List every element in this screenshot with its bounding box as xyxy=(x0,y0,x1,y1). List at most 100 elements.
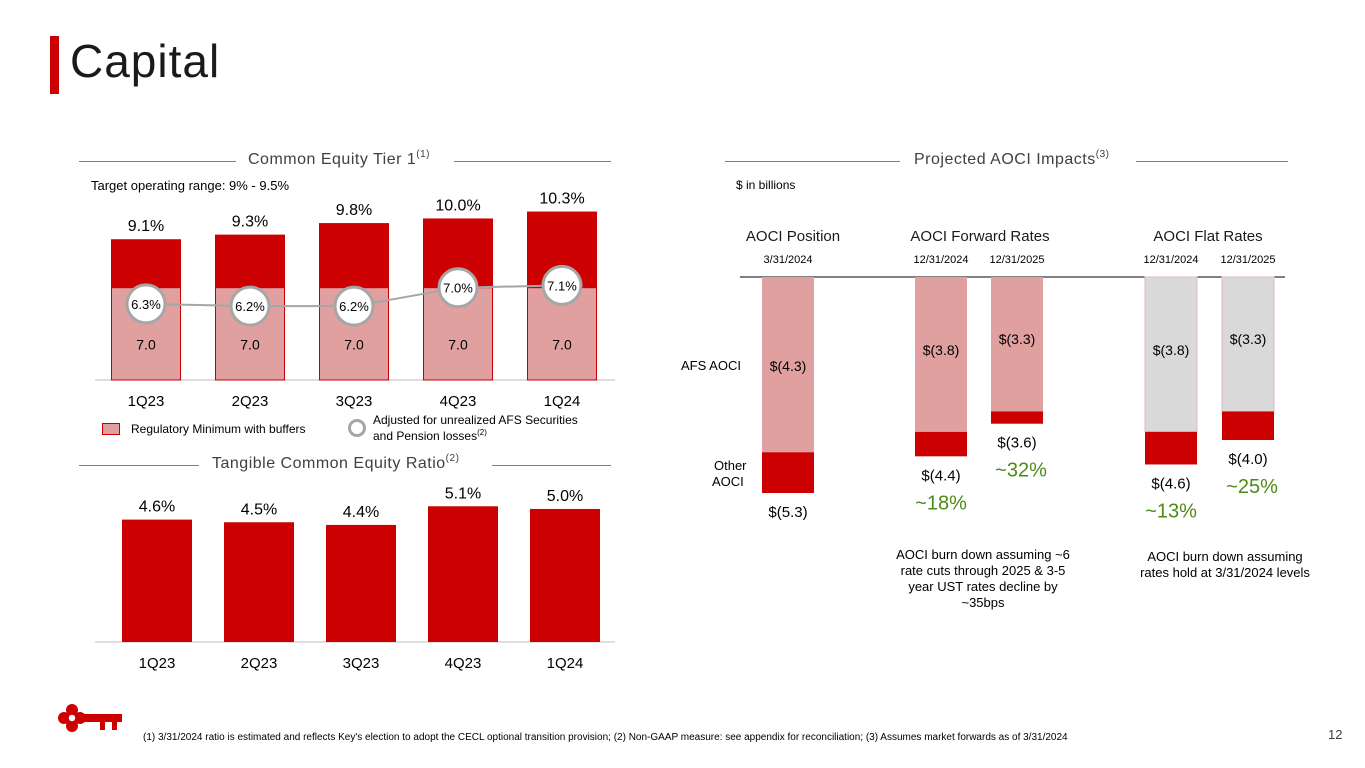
cet1-min-label: 7.0 xyxy=(240,337,260,353)
cet1-value-label: 10.0% xyxy=(435,197,480,214)
cet1-category-label: 1Q23 xyxy=(128,393,165,410)
aoci-heading-text: Projected AOCI Impacts xyxy=(914,151,1096,168)
cet1-chart: 7.0 9.1% 1Q23 7.0 9.3% 2Q23 7.0 9.8% 3Q23 7.0 10.0… xyxy=(95,191,615,410)
aoci-afs-bar xyxy=(762,277,814,453)
aoci-group-flat: AOCI Flat Rates xyxy=(1153,228,1262,245)
tce-category-label: 1Q23 xyxy=(139,655,176,672)
tce-category-label: 4Q23 xyxy=(445,655,482,672)
legend-adjusted-line1: Adjusted for unrealized AFS Securities xyxy=(373,413,578,427)
aoci-note-flat: AOCI burn down assuming rates hold at 3/… xyxy=(1120,549,1330,581)
tce-bar xyxy=(122,519,192,642)
aoci-label-other-1: Other xyxy=(714,458,747,473)
tce-value-label: 5.1% xyxy=(445,485,481,502)
aoci-afs-label: $(3.8) xyxy=(1153,342,1190,358)
aoci-afs-label: $(4.3) xyxy=(770,358,807,374)
aoci-chart: AOCI Position AOCI Forward Rates AOCI Flat… xyxy=(740,228,1285,520)
legend-adjusted-line2: and Pension losses(2) xyxy=(373,428,487,443)
cet1-adjusted-label: 7.0% xyxy=(443,281,473,296)
aoci-afs-label: $(3.3) xyxy=(1230,331,1267,347)
aoci-date-label: 12/31/2024 xyxy=(913,254,968,266)
aoci-burn-down-label: ~18% xyxy=(915,492,967,514)
aoci-group-position: AOCI Position xyxy=(746,228,840,245)
cet1-category-label: 4Q23 xyxy=(440,393,477,410)
title-accent-bar xyxy=(50,36,59,94)
cet1-heading-sup: (1) xyxy=(416,149,431,160)
cet1-heading: Common Equity Tier 1(1) xyxy=(79,149,611,171)
aoci-afs-bar xyxy=(1221,276,1275,412)
aoci-note-forward: AOCI burn down assuming ~6 rate cuts thr… xyxy=(878,547,1088,611)
legend-adjusted-sup: (2) xyxy=(477,428,487,437)
cet1-value-label: 9.1% xyxy=(128,218,164,235)
tce-bar xyxy=(428,506,498,642)
cet1-value-label: 9.3% xyxy=(232,214,268,231)
tce-category-label: 2Q23 xyxy=(241,655,278,672)
cet1-target-range: Target operating range: 9% - 9.5% xyxy=(91,178,290,193)
aoci-note-forward-line: ~35bps xyxy=(961,595,1005,610)
tce-value-label: 4.4% xyxy=(343,504,379,521)
cet1-adjusted-label: 7.1% xyxy=(547,278,577,293)
cet1-adjusted-label: 6.3% xyxy=(131,297,161,312)
aoci-total-label: $(4.0) xyxy=(1228,451,1267,468)
aoci-note-flat-line: rates hold at 3/31/2024 levels xyxy=(1140,565,1310,580)
tce-value-label: 4.6% xyxy=(139,499,175,516)
cet1-value-label: 10.3% xyxy=(539,191,584,208)
aoci-other-bar xyxy=(991,411,1043,424)
aoci-burn-down-label: ~13% xyxy=(1145,500,1197,520)
cet1-bar xyxy=(215,234,285,288)
aoci-group-forward: AOCI Forward Rates xyxy=(910,228,1049,245)
aoci-date-label: 3/31/2024 xyxy=(764,254,813,266)
aoci-note-flat-line: AOCI burn down assuming xyxy=(1147,549,1303,564)
cet1-min-label: 7.0 xyxy=(448,337,468,353)
cet1-min-bar xyxy=(423,287,493,381)
tce-category-label: 3Q23 xyxy=(343,655,380,672)
aoci-afs-label: $(3.3) xyxy=(999,331,1036,347)
cet1-category-label: 2Q23 xyxy=(232,393,269,410)
aoci-burn-down-label: ~32% xyxy=(995,460,1047,482)
tce-bar xyxy=(326,524,396,642)
cet1-adjusted-marker xyxy=(229,285,271,327)
cet1-min-label: 7.0 xyxy=(136,337,156,353)
aoci-note-forward-line: rate cuts through 2025 & 3-5 xyxy=(900,563,1066,578)
tce-category-label: 1Q24 xyxy=(547,655,584,672)
aoci-afs-bar xyxy=(915,277,967,432)
legend-adjusted-marker-icon xyxy=(348,419,366,437)
page-number: 12 xyxy=(1328,727,1343,742)
cet1-category-label: 1Q24 xyxy=(544,393,581,410)
cet1-adjusted-label: 6.2% xyxy=(235,299,265,314)
aoci-label-other-2: AOCI xyxy=(712,474,744,489)
aoci-note-forward-line: AOCI burn down assuming ~6 xyxy=(896,547,1070,562)
aoci-other-bar xyxy=(915,431,967,457)
aoci-label-afs: AFS AOCI xyxy=(681,358,741,373)
cet1-bar xyxy=(319,223,389,288)
cet1-legend: Regulatory Minimum with buffers Adjusted… xyxy=(102,413,622,445)
aoci-burn-down-label: ~25% xyxy=(1226,476,1278,498)
cet1-adjusted-marker xyxy=(125,283,167,325)
tce-bar xyxy=(530,508,600,642)
aoci-date-label: 12/31/2025 xyxy=(989,254,1044,266)
cet1-category-label: 3Q23 xyxy=(336,393,373,410)
cet1-min-label: 7.0 xyxy=(344,337,364,353)
cet1-heading-text: Common Equity Tier 1 xyxy=(248,151,417,168)
tce-heading-sup: (2) xyxy=(445,453,460,464)
aoci-units: $ in billions xyxy=(736,178,796,192)
tce-heading-text: Tangible Common Equity Ratio xyxy=(212,455,446,472)
tce-heading: Tangible Common Equity Ratio(2) xyxy=(79,453,611,475)
page-title: Capital xyxy=(70,35,221,87)
tce-value-label: 5.0% xyxy=(547,488,583,505)
cet1-value-label: 9.8% xyxy=(336,202,372,219)
cet1-bar xyxy=(111,239,181,288)
aoci-afs-label: $(3.8) xyxy=(923,342,960,358)
aoci-total-label: $(4.4) xyxy=(921,467,960,484)
aoci-total-label: $(3.6) xyxy=(997,435,1036,452)
footnote: (1) 3/31/2024 ratio is estimated and ref… xyxy=(143,732,1068,743)
aoci-other-bar xyxy=(762,452,814,493)
cet1-min-label: 7.0 xyxy=(552,337,572,353)
aoci-other-bar xyxy=(1222,411,1274,441)
aoci-heading: Projected AOCI Impacts(3) xyxy=(725,149,1288,171)
cet1-adjusted-marker xyxy=(437,267,479,309)
tce-value-label: 4.5% xyxy=(241,501,277,518)
cet1-adjusted-label: 6.2% xyxy=(339,299,369,314)
legend-regulatory-minimum: Regulatory Minimum with buffers xyxy=(131,422,306,436)
cet1-adjusted-marker xyxy=(541,264,583,306)
aoci-date-label: 12/31/2024 xyxy=(1143,254,1198,266)
